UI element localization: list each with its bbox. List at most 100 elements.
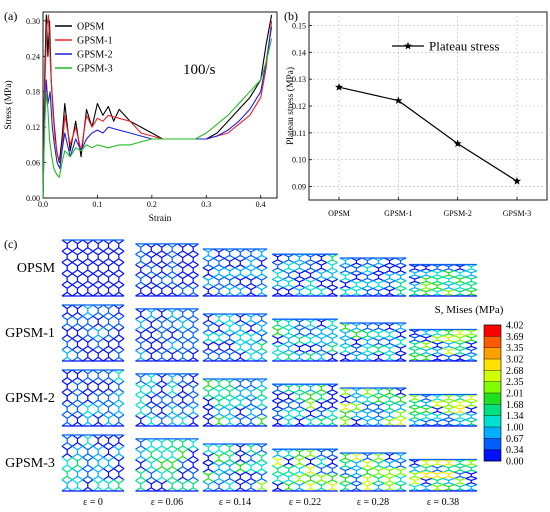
contour-cell-gpsm-1-4 — [339, 322, 407, 362]
contour-cell-gpsm-3-5 — [408, 458, 478, 492]
contour-cell-gpsm-1-5 — [408, 328, 478, 362]
column-label-strain-2: ε = 0.14 — [219, 497, 251, 508]
colorbar-band — [484, 325, 501, 337]
stress-strain-chart: (a) 0.0 0.1 0.2 0.3 0.4 0.00 0.06 0.12 0.18 0.24… — [3, 9, 278, 224]
contour-cell-opsm-4 — [339, 257, 407, 297]
legend-label-gpsm-3: GPSM-3 — [77, 64, 113, 75]
contour-cell-gpsm-3-0 — [61, 434, 125, 492]
colorbar-band — [484, 415, 501, 428]
strain-rate-annotation: 100/s — [183, 62, 216, 78]
y-tick-label-b: 0.10 — [292, 156, 306, 165]
contour-cell-gpsm-2-0 — [61, 369, 125, 427]
legend-label-opsm: OPSM — [77, 22, 104, 33]
contour-cell-gpsm-3-2 — [202, 443, 268, 492]
y-axis-title-a: Stress (MPa) — [3, 80, 14, 129]
y-tick-label-b: 0.13 — [292, 75, 306, 84]
colorbar-tick-label: 1.34 — [506, 411, 524, 422]
contour-cell-opsm-0 — [61, 239, 125, 297]
data-point-gpsm-3 — [513, 177, 521, 185]
x-category-label-b: GPSM-2 — [443, 209, 471, 218]
series-line-plateau-stress — [338, 86, 518, 182]
y-tick-label-a: 0.30 — [26, 17, 40, 26]
contour-cell-opsm-3 — [272, 253, 338, 297]
y-tick-label-a: 0.12 — [26, 123, 40, 132]
contour-cell-gpsm-1-3 — [272, 318, 338, 362]
colorbar-band — [484, 347, 501, 360]
contour-cell-gpsm-3-3 — [272, 448, 338, 492]
x-tick-label-a: 0.2 — [147, 200, 157, 209]
contour-cell-gpsm-2-3 — [272, 383, 338, 427]
colorbar-band — [484, 393, 501, 405]
legend-marker-plateau-stress — [404, 41, 412, 50]
contour-cell-gpsm-2-2 — [202, 378, 268, 427]
y-tick-label-b: 0.09 — [292, 183, 306, 192]
stress-contour-figure: (c) OPSM GPSM-1 GPSM-2 GPSM-3 ε = 0 ε = 0.06… — [4, 237, 524, 508]
colorbar-band — [484, 404, 501, 416]
column-label-strain-4: ε = 0.28 — [357, 497, 389, 508]
colorbar-band — [484, 381, 501, 394]
colorbar-tick-label: 1.00 — [506, 423, 524, 434]
legend-label-gpsm-2: GPSM-2 — [77, 50, 113, 61]
colorbar-title: S, Mises (MPa) — [435, 304, 504, 316]
colorbar-tick-label: 2.68 — [506, 366, 524, 377]
x-category-label-b: OPSM — [328, 209, 350, 218]
panel-label-b: (b) — [284, 9, 298, 23]
colorbar-tick-label: 0.00 — [506, 457, 524, 468]
colorbar-band — [484, 449, 501, 462]
colorbar-tick-label: 3.35 — [506, 343, 524, 354]
x-category-label-b: GPSM-1 — [384, 209, 412, 218]
column-label-strain-3: ε = 0.22 — [289, 497, 321, 508]
colorbar-band — [484, 359, 501, 371]
contour-cell-opsm-2 — [202, 248, 268, 297]
contour-cell-gpsm-2-5 — [408, 393, 478, 427]
colorbar-tick-label: 3.69 — [506, 332, 524, 343]
colorbar-band — [484, 370, 501, 382]
contour-cell-gpsm-3-4 — [339, 452, 407, 492]
panel-label-c: (c) — [4, 237, 17, 251]
contour-cell-gpsm-1-2 — [202, 313, 268, 362]
x-tick-label-a: 0.4 — [256, 200, 266, 209]
legend-label-plateau-stress: Plateau stress — [429, 39, 499, 54]
x-tick-label-a: 0.1 — [92, 200, 102, 209]
contour-cell-gpsm-2-4 — [339, 387, 407, 427]
row-label-gpsm-2: GPSM-2 — [5, 391, 55, 406]
series-line-gpsm-1 — [42, 14, 273, 199]
y-tick-label-b: 0.14 — [292, 48, 306, 57]
x-tick-label-a: 0.0 — [38, 200, 48, 209]
x-tick-label-a: 0.3 — [201, 200, 211, 209]
contour-cell-opsm-5 — [408, 263, 478, 297]
plateau-stress-chart: (b) OPSM GPSM-1 GPSM-2 GPSM-3 0.09 0.10 0.11 0… — [284, 9, 548, 218]
contour-cell-gpsm-1-1 — [135, 308, 199, 362]
y-tick-label-a: 0.24 — [26, 52, 40, 61]
data-point-gpsm-1 — [394, 96, 403, 104]
contour-cell-gpsm-3-1 — [135, 438, 199, 492]
x-axis-title-a: Strain — [149, 214, 172, 224]
data-point-gpsm-2 — [453, 139, 462, 147]
colorbar-band — [484, 438, 501, 450]
colorbar-band — [484, 336, 501, 348]
panel-label-a: (a) — [4, 9, 17, 23]
x-category-label-b: GPSM-3 — [503, 209, 531, 218]
legend-label-gpsm-1: GPSM-1 — [77, 36, 113, 47]
colorbar-tick-label: 1.68 — [506, 400, 524, 411]
colorbar-tick-label: 0.34 — [506, 445, 524, 456]
contour-cell-gpsm-2-1 — [135, 373, 199, 427]
series-line-gpsm-2 — [42, 26, 273, 199]
y-tick-label-a: 0.06 — [26, 159, 40, 168]
column-label-strain-0: ε = 0 — [83, 497, 103, 508]
colorbar-tick-label: 2.01 — [506, 389, 524, 400]
plot-frame-b — [308, 11, 548, 201]
y-tick-label-b: 0.12 — [292, 102, 306, 111]
colorbar-tick-label: 2.35 — [506, 377, 524, 388]
data-point-opsm — [335, 83, 343, 91]
row-label-opsm: OPSM — [17, 261, 56, 276]
row-label-gpsm-1: GPSM-1 — [5, 326, 55, 341]
y-tick-label-a: 0.00 — [26, 194, 40, 203]
contour-cell-gpsm-1-0 — [61, 304, 125, 362]
contour-cell-opsm-1 — [135, 243, 199, 297]
plot-frame-a — [42, 11, 278, 199]
colorbar-tick-label: 0.67 — [506, 434, 524, 445]
y-axis-title-b: Plateau stress (MPa) — [285, 67, 296, 145]
row-label-gpsm-3: GPSM-3 — [5, 456, 55, 471]
